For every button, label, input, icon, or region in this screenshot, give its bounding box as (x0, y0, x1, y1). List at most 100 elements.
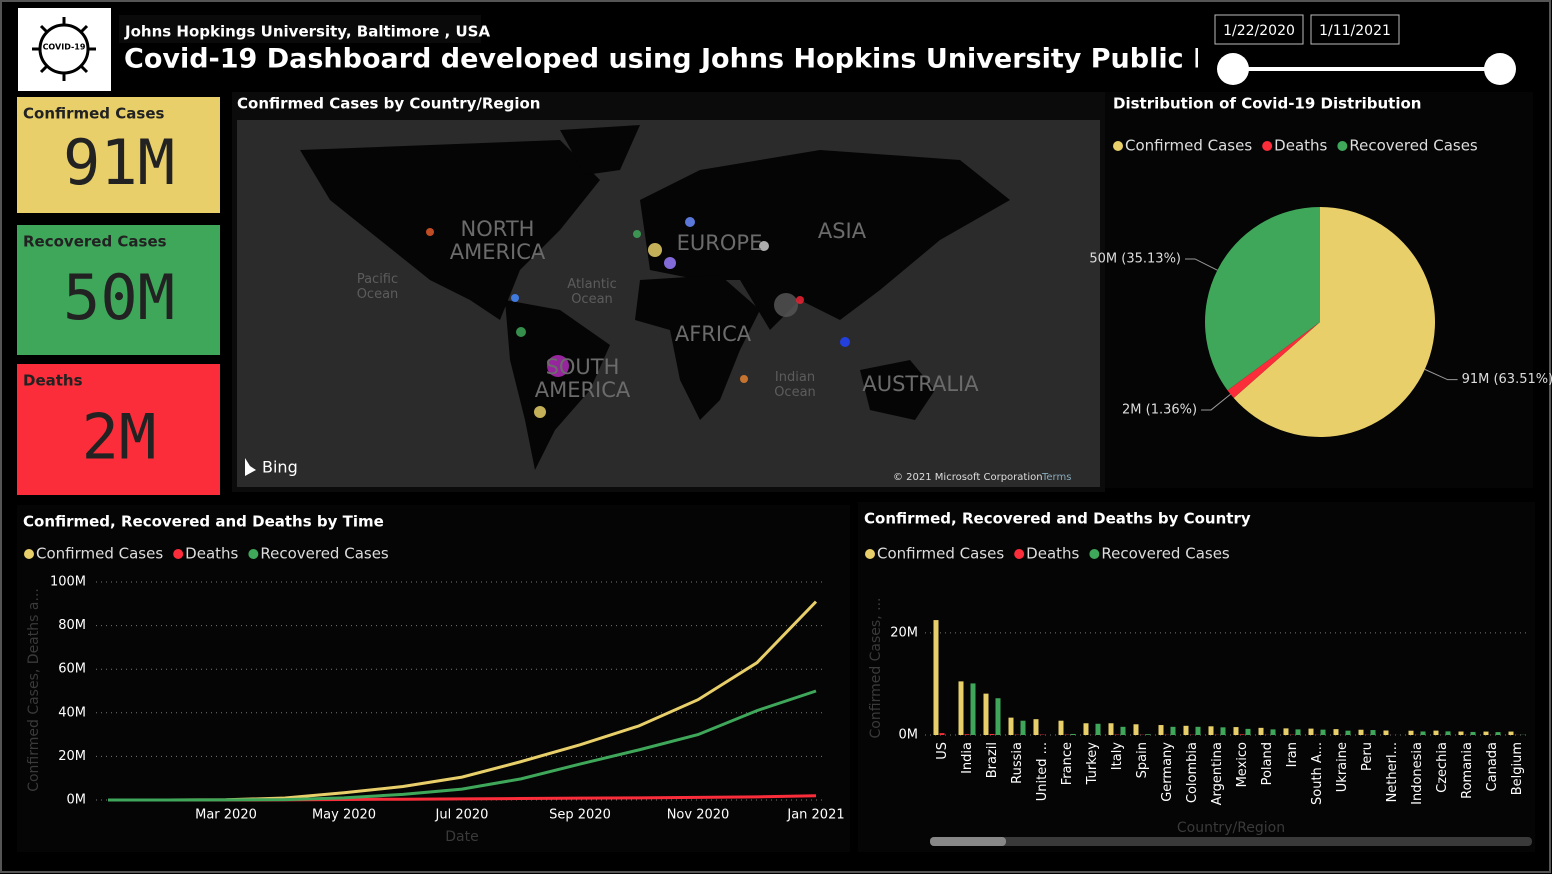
scrollbar-thumb[interactable] (930, 837, 1006, 846)
x-tick-label: Czechia (1435, 742, 1450, 793)
chart-title: Distribution of Covid-19 Distribution (1113, 95, 1421, 113)
bar (1070, 733, 1076, 735)
pie-slice (1205, 207, 1320, 391)
bar (970, 683, 976, 735)
bar (1258, 727, 1264, 735)
date-end-box[interactable] (1310, 14, 1400, 45)
x-tick-label: Russia (1010, 742, 1025, 784)
legend-label: Recovered Cases (1101, 545, 1230, 563)
map-label: AFRICA (674, 322, 752, 346)
bar (939, 733, 945, 735)
bar (1245, 728, 1251, 735)
map-provider: Bing (262, 458, 298, 477)
chart-title: Confirmed, Recovered and Deaths by Time (23, 513, 384, 531)
map-label: SOUTH AMERICA (534, 355, 631, 402)
bar (1470, 731, 1476, 735)
bar (1183, 725, 1189, 735)
x-tick-label: Argentina (1210, 742, 1225, 805)
x-tick-label: Ukraine (1335, 742, 1350, 792)
kpi-value: 50M (63, 261, 175, 334)
leader-line (1424, 368, 1458, 381)
y-axis-title: Confirmed Cases, ... (868, 598, 884, 739)
legend-marker (1337, 141, 1348, 151)
map-copyright: © 2021 Microsoft Corporation (893, 472, 1043, 483)
legend-label: Confirmed Cases (36, 545, 163, 563)
bar (1233, 727, 1239, 735)
bar (1133, 724, 1139, 735)
bar (1370, 730, 1376, 735)
x-tick-label: Nov 2020 (667, 808, 730, 823)
bar (1095, 723, 1101, 735)
bar (1020, 720, 1026, 735)
legend-label: Recovered Cases (1349, 137, 1478, 155)
bar (1220, 727, 1226, 735)
y-axis-title: Confirmed Cases, Deaths a... (26, 588, 42, 792)
legend-marker (1089, 549, 1100, 559)
bar (1445, 731, 1451, 735)
map-terms[interactable]: Terms (1041, 472, 1071, 483)
y-tick-label: 20M (890, 625, 918, 640)
bar-panel (858, 502, 1535, 852)
bar (958, 681, 964, 735)
x-tick-label: Mexico (1235, 742, 1250, 787)
land (300, 125, 1010, 470)
bar (995, 698, 1001, 735)
date-end: 1/11/2021 (1319, 23, 1391, 39)
bar (1033, 719, 1039, 735)
y-tick-label: 100M (50, 575, 86, 590)
leader-line (1201, 393, 1231, 411)
kpi-card (17, 364, 220, 495)
slider-start[interactable] (1217, 53, 1249, 85)
bar (933, 620, 939, 735)
map-label: AUSTRALIA (862, 372, 979, 396)
bar (1420, 731, 1426, 735)
x-tick-label: US (935, 742, 950, 760)
scrollbar[interactable] (930, 837, 1532, 846)
bar (1008, 717, 1014, 735)
legend-label: Deaths (185, 545, 238, 563)
legend-label: Recovered Cases (260, 545, 389, 563)
y-tick-label: 40M (58, 705, 86, 720)
x-tick-label: Romania (1460, 742, 1475, 799)
bar (1239, 734, 1245, 735)
map-bubbles (426, 217, 850, 418)
bar (1270, 729, 1276, 735)
x-tick-label: France (1060, 742, 1075, 785)
kpi-value: 2M (82, 401, 157, 474)
date-start-box[interactable] (1214, 14, 1304, 45)
x-tick-label: United ... (1035, 742, 1050, 801)
kpi-label: Deaths (23, 372, 83, 390)
bar (1083, 723, 1089, 735)
legend-marker (248, 549, 259, 559)
map-label: ASIA (817, 219, 867, 243)
logo-spikes (32, 17, 96, 81)
legend-marker (173, 549, 184, 559)
bar (1320, 729, 1326, 735)
kpi-card (17, 97, 220, 213)
slider-end[interactable] (1484, 53, 1516, 85)
bar (1158, 725, 1164, 735)
kpi-card (17, 225, 220, 355)
bar (1345, 730, 1351, 735)
legend-label: Confirmed Cases (1125, 137, 1252, 155)
x-tick-label: Spain (1135, 742, 1150, 778)
bar (1195, 726, 1201, 735)
bar (1458, 731, 1464, 735)
x-tick-label: Jan 2021 (786, 808, 844, 823)
chart-title: Confirmed, Recovered and Deaths by Count… (864, 510, 1251, 528)
x-tick-label: Italy (1110, 742, 1125, 771)
x-tick-label: South A... (1310, 742, 1325, 805)
legend-label: Deaths (1274, 137, 1327, 155)
map-label: Pacific Ocean (356, 272, 399, 302)
x-tick-label: Peru (1360, 742, 1375, 771)
bar (1483, 731, 1489, 735)
subtitle-box (119, 15, 481, 43)
kpi-value: 91M (63, 126, 175, 199)
bar (983, 693, 989, 735)
bar (964, 734, 970, 735)
x-axis-title: Date (445, 829, 478, 845)
y-tick-label: 0M (67, 793, 87, 808)
date-start: 1/22/2020 (1223, 23, 1295, 39)
